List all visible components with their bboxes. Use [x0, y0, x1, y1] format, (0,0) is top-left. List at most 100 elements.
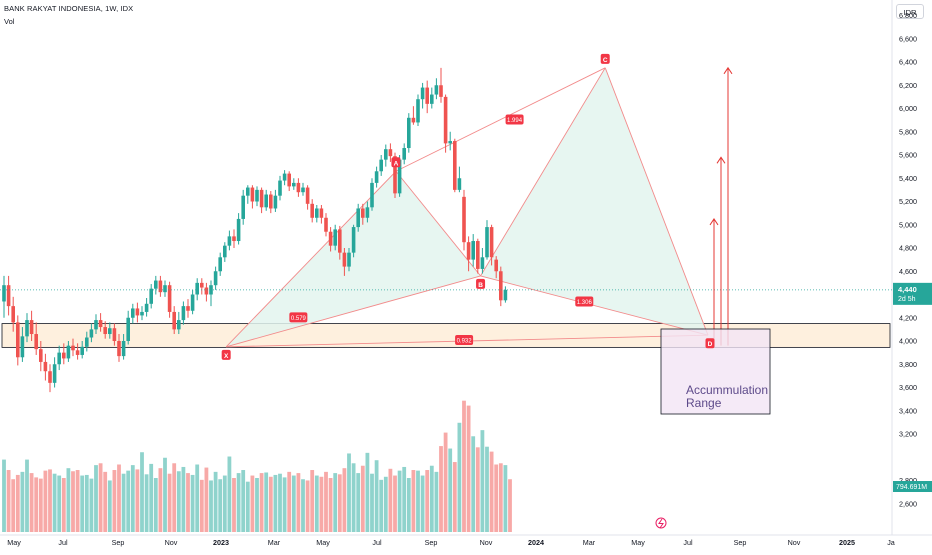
- candle-body: [407, 117, 411, 149]
- ratio-label: 0.579: [291, 316, 307, 322]
- candle-body: [218, 257, 222, 272]
- candle-body: [361, 208, 365, 218]
- volume-bar: [232, 478, 236, 532]
- volume-bar: [167, 473, 172, 532]
- candle-body: [333, 229, 337, 246]
- candle-body: [117, 341, 121, 357]
- volume-bar: [305, 480, 310, 532]
- volume-bar: [222, 475, 227, 532]
- volume-bar: [452, 462, 457, 532]
- point-label-d: D: [708, 341, 713, 348]
- candle-body: [347, 252, 351, 267]
- pattern-leg-xb: [226, 275, 481, 348]
- candle-body: [246, 187, 250, 196]
- volume-bar: [144, 474, 149, 532]
- candle-body: [213, 271, 218, 286]
- volume-bar: [140, 452, 144, 532]
- candle-body: [71, 345, 75, 351]
- time-axis-label: Sep: [112, 538, 125, 547]
- projection-arrowhead: [716, 156, 726, 164]
- pattern-leg-ac: [395, 67, 606, 172]
- projection-arrowhead: [723, 66, 733, 75]
- candle-body: [57, 352, 61, 365]
- time-axis-label: 2025: [839, 538, 855, 547]
- volume-bar: [149, 463, 154, 532]
- volume-bar: [365, 452, 370, 532]
- volume-bar: [135, 469, 140, 532]
- price-tick-label: 2,800: [899, 476, 917, 485]
- pattern-leg-bd: [480, 275, 709, 336]
- candle-body: [264, 194, 268, 208]
- time-axis-label: 2024: [528, 538, 544, 547]
- time-axis-label: Nov: [165, 538, 178, 547]
- volume-bar: [411, 470, 416, 532]
- volume-bar: [181, 466, 186, 532]
- last-volume-value: 794.691M: [896, 484, 927, 491]
- volume-bar: [273, 474, 278, 532]
- time-axis-label: May: [7, 538, 21, 547]
- volume-bar: [107, 480, 112, 532]
- price-tick-label: 2,600: [899, 499, 917, 508]
- time-axis-label: Jul: [683, 538, 693, 547]
- candle-body: [85, 337, 89, 347]
- time-axis-label: May: [631, 538, 645, 547]
- candle-body: [144, 303, 149, 312]
- volume-bar: [20, 471, 25, 532]
- volume-bar: [310, 470, 315, 532]
- volume-label: Vol: [4, 17, 15, 26]
- price-tick-label: 6,400: [899, 58, 917, 67]
- candle-body: [296, 182, 301, 193]
- price-tick-label: 3,400: [899, 406, 917, 415]
- candle-body: [190, 294, 195, 311]
- volume-bar: [199, 479, 204, 532]
- candle-body: [351, 227, 356, 253]
- volume-bar: [337, 474, 342, 532]
- volume-bar: [374, 460, 379, 532]
- candle-body: [434, 85, 439, 95]
- candle-body: [223, 245, 227, 258]
- candle-body: [62, 352, 66, 359]
- volume-bar: [448, 448, 453, 532]
- candle-body: [200, 282, 204, 288]
- volume-bar: [84, 474, 89, 532]
- volume-bar: [2, 459, 6, 532]
- currency-button[interactable]: IDR: [896, 4, 924, 19]
- candle-body: [259, 189, 264, 208]
- volume-bar: [103, 471, 108, 532]
- candle-body: [181, 306, 186, 321]
- volume-bar: [241, 470, 246, 532]
- candle-body: [20, 336, 25, 358]
- volume-bar: [379, 479, 384, 532]
- candle-body: [328, 231, 333, 246]
- candle-body: [356, 208, 360, 228]
- volume-bar: [420, 475, 425, 532]
- price-tick-label: 6,800: [899, 11, 917, 20]
- volume-bar: [429, 465, 434, 532]
- volume-bar: [416, 470, 420, 532]
- volume-bar: [190, 474, 195, 532]
- candle-body: [75, 350, 80, 355]
- volume-bar: [475, 447, 480, 532]
- candle-body: [2, 285, 6, 302]
- candle-body: [466, 242, 471, 260]
- volume-bar: [370, 473, 374, 532]
- volume-bar: [264, 472, 269, 532]
- candle-body: [103, 327, 107, 335]
- volume-bar: [80, 475, 85, 532]
- volume-bar: [282, 477, 287, 532]
- volume-bar: [503, 465, 508, 532]
- candle-body: [66, 345, 71, 359]
- time-axis-label: May: [316, 538, 330, 547]
- candle-body: [402, 148, 406, 160]
- candle-body: [108, 328, 112, 335]
- candle-body: [365, 207, 370, 218]
- candle-body: [439, 85, 443, 97]
- candle-body: [80, 346, 84, 355]
- volume-bar: [11, 479, 16, 532]
- volume-bar: [250, 475, 255, 532]
- candle-body: [425, 87, 429, 104]
- volume-bar: [319, 476, 324, 532]
- volume-bar: [245, 481, 250, 532]
